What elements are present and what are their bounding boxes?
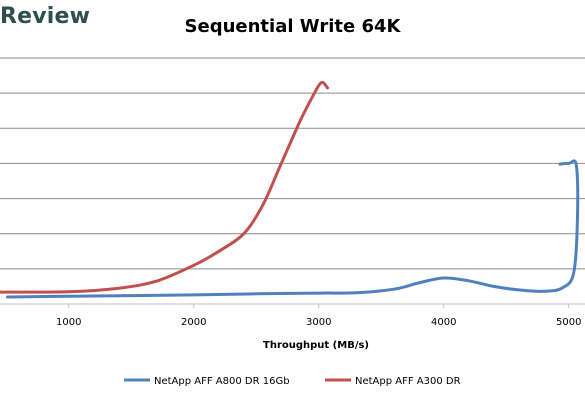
legend: NetApp AFF A800 DR 16Gb NetApp AFF A300 D… bbox=[124, 376, 461, 387]
x-axis-ticks: 1000 2000 3000 4000 5000 bbox=[56, 304, 581, 328]
x-tick-label: 1000 bbox=[56, 317, 81, 328]
x-axis-label: Throughput (MB/s) bbox=[263, 340, 369, 351]
x-tick-label: 3000 bbox=[306, 317, 331, 328]
x-tick-label: 2000 bbox=[181, 317, 206, 328]
x-tick-label: 5000 bbox=[556, 317, 581, 328]
x-tick-label: 4000 bbox=[431, 317, 456, 328]
chart-title: Sequential Write 64K bbox=[184, 16, 401, 37]
series-line-0 bbox=[6, 159, 580, 299]
gridlines bbox=[0, 57, 585, 270]
legend-label: NetApp AFF A800 DR 16Gb bbox=[154, 376, 290, 387]
legend-label: NetApp AFF A300 DR bbox=[355, 376, 461, 387]
series-lines bbox=[0, 80, 580, 299]
brand-logo-text: Review bbox=[0, 4, 91, 29]
series-line-1 bbox=[0, 80, 329, 294]
